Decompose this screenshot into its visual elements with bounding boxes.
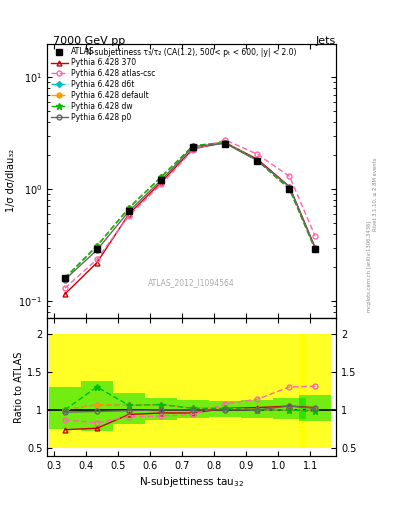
Pythia 6.428 default [159, 174, 163, 180]
Pythia 6.428 atlas-csc [223, 137, 228, 143]
Pythia 6.428 default [313, 246, 318, 252]
Pythia 6.428 370 [62, 291, 67, 297]
Bar [209, 333, 241, 448]
Pythia 6.428 default [223, 140, 228, 146]
Pythia 6.428 default [191, 142, 196, 148]
Pythia 6.428 dw [255, 158, 260, 164]
ATLAS [255, 158, 260, 164]
Pythia 6.428 dw [287, 186, 292, 192]
Pythia 6.428 atlas-csc [255, 151, 260, 157]
Pythia 6.428 default [62, 275, 67, 281]
Bar [299, 333, 331, 448]
X-axis label: N-subjettiness tau$_{32}$: N-subjettiness tau$_{32}$ [139, 475, 244, 489]
Pythia 6.428 default [127, 205, 131, 211]
Line: Pythia 6.428 default: Pythia 6.428 default [62, 140, 318, 281]
Bar [299, 395, 331, 421]
Pythia 6.428 atlas-csc [287, 173, 292, 179]
Pythia 6.428 p0 [159, 177, 163, 183]
ATLAS [223, 140, 228, 146]
Pythia 6.428 dw [223, 140, 228, 146]
Text: Jets: Jets [316, 36, 336, 46]
Pythia 6.428 d6t [95, 243, 99, 249]
Pythia 6.428 p0 [223, 140, 228, 146]
Text: Rivet 3.1.10, ≥ 2.8M events: Rivet 3.1.10, ≥ 2.8M events [373, 158, 378, 231]
Pythia 6.428 p0 [191, 143, 196, 150]
Pythia 6.428 d6t [191, 142, 196, 148]
Pythia 6.428 dw [191, 142, 196, 148]
Line: Pythia 6.428 370: Pythia 6.428 370 [62, 140, 318, 296]
Bar [274, 398, 305, 419]
Bar [145, 398, 177, 420]
Line: Pythia 6.428 d6t: Pythia 6.428 d6t [63, 141, 317, 280]
Pythia 6.428 p0 [255, 158, 260, 164]
Bar [209, 401, 241, 417]
Pythia 6.428 atlas-csc [191, 146, 196, 153]
Pythia 6.428 dw [95, 243, 99, 249]
Pythia 6.428 dw [127, 205, 131, 211]
Pythia 6.428 p0 [127, 208, 131, 214]
Pythia 6.428 d6t [127, 205, 131, 211]
ATLAS [287, 186, 292, 192]
Pythia 6.428 dw [159, 174, 163, 180]
Pythia 6.428 d6t [255, 158, 260, 164]
Line: Pythia 6.428 atlas-csc: Pythia 6.428 atlas-csc [62, 138, 318, 291]
Pythia 6.428 dw [313, 246, 318, 252]
Pythia 6.428 370 [127, 211, 131, 217]
Pythia 6.428 p0 [313, 245, 318, 251]
Pythia 6.428 atlas-csc [313, 233, 318, 239]
Pythia 6.428 d6t [223, 140, 228, 146]
Pythia 6.428 370 [287, 184, 292, 190]
Bar [177, 400, 209, 418]
Pythia 6.428 d6t [287, 186, 292, 192]
Line: ATLAS: ATLAS [62, 140, 318, 281]
Pythia 6.428 370 [255, 156, 260, 162]
ATLAS [191, 143, 196, 150]
Bar [49, 387, 81, 429]
Bar [49, 333, 81, 448]
Bar [241, 400, 274, 417]
Pythia 6.428 p0 [95, 247, 99, 253]
Bar [177, 333, 209, 448]
Pythia 6.428 atlas-csc [159, 181, 163, 187]
Line: Pythia 6.428 dw: Pythia 6.428 dw [62, 140, 318, 281]
ATLAS [62, 275, 67, 281]
Pythia 6.428 atlas-csc [62, 285, 67, 291]
Pythia 6.428 dw [62, 275, 67, 281]
Pythia 6.428 default [95, 243, 99, 249]
Pythia 6.428 370 [95, 260, 99, 266]
ATLAS [313, 246, 318, 252]
Pythia 6.428 default [255, 158, 260, 164]
Y-axis label: Ratio to ATLAS: Ratio to ATLAS [14, 351, 24, 423]
ATLAS [127, 208, 131, 214]
Pythia 6.428 p0 [62, 276, 67, 283]
Pythia 6.428 default [287, 186, 292, 192]
Bar [81, 333, 113, 448]
Pythia 6.428 370 [223, 140, 228, 146]
Bar [145, 333, 177, 448]
Y-axis label: 1/σ dσ/dlau₃₂: 1/σ dσ/dlau₃₂ [6, 150, 16, 212]
Bar [113, 393, 145, 423]
Pythia 6.428 370 [159, 179, 163, 185]
ATLAS [159, 177, 163, 183]
Bar [241, 333, 274, 448]
Pythia 6.428 atlas-csc [127, 212, 131, 219]
Pythia 6.428 atlas-csc [95, 257, 99, 263]
Text: ATLAS_2012_I1094564: ATLAS_2012_I1094564 [148, 278, 235, 287]
Pythia 6.428 370 [313, 245, 318, 251]
Bar [81, 381, 113, 431]
Pythia 6.428 d6t [313, 246, 318, 252]
Text: 7000 GeV pp: 7000 GeV pp [53, 36, 125, 46]
Pythia 6.428 d6t [62, 275, 67, 281]
Legend: ATLAS, Pythia 6.428 370, Pythia 6.428 atlas-csc, Pythia 6.428 d6t, Pythia 6.428 : ATLAS, Pythia 6.428 370, Pythia 6.428 at… [50, 46, 157, 123]
ATLAS [95, 246, 99, 252]
Bar [113, 333, 145, 448]
Text: N-subjettiness τ₃/τ₂ (CA(1.2), 500< pₜ < 600, |y| < 2.0): N-subjettiness τ₃/τ₂ (CA(1.2), 500< pₜ <… [86, 48, 297, 57]
Pythia 6.428 p0 [287, 184, 292, 190]
Text: mcplots.cern.ch [arXiv:1306.3436]: mcplots.cern.ch [arXiv:1306.3436] [367, 221, 372, 312]
Bar [274, 333, 305, 448]
Line: Pythia 6.428 p0: Pythia 6.428 p0 [62, 141, 318, 282]
Pythia 6.428 370 [191, 145, 196, 152]
Pythia 6.428 d6t [159, 174, 163, 180]
